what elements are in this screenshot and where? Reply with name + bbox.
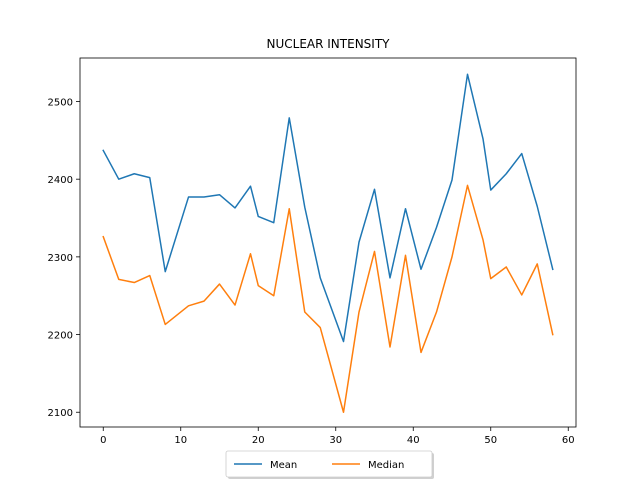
series-layer	[102, 73, 554, 413]
x-tick-label: 20	[252, 435, 265, 446]
axes-layer: 0 10 20 30 40 50 60 2100 2200 2300 2400 2500	[48, 57, 577, 446]
y-tick-label: 2300	[48, 253, 73, 264]
series-line-median	[102, 184, 554, 413]
legend-label-mean: Mean	[270, 460, 297, 471]
chart-title: NUCLEAR INTENSITY	[267, 37, 391, 51]
x-tick-label: 50	[484, 435, 497, 446]
y-tick-label: 2100	[48, 408, 73, 419]
legend: Mean Median	[225, 450, 434, 479]
series-line-mean	[102, 73, 554, 343]
legend-label-median: Median	[368, 460, 404, 471]
plot-frame	[79, 57, 577, 428]
y-tick-label: 2400	[48, 175, 73, 186]
y-tick-label: 2200	[48, 331, 73, 342]
x-tick-label: 60	[562, 435, 575, 446]
y-tick-label: 2500	[48, 98, 73, 109]
x-tick-label: 40	[407, 435, 420, 446]
legend-box	[225, 450, 433, 478]
x-tick-label: 30	[329, 435, 342, 446]
x-tick-label: 10	[174, 435, 187, 446]
x-tick-label: 0	[100, 435, 106, 446]
